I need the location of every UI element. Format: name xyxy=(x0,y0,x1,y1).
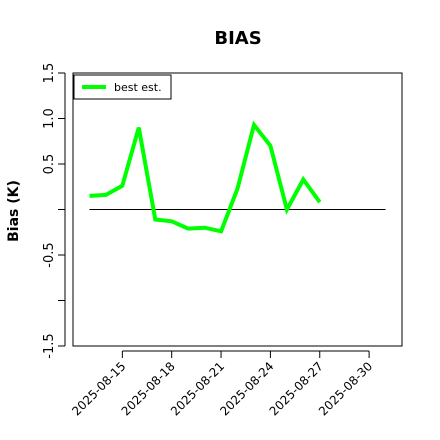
series-layer xyxy=(89,120,322,234)
plot-frame xyxy=(72,72,403,347)
y-tick-label: 1.0 xyxy=(42,108,57,129)
y-tick-label: 0.5 xyxy=(42,154,57,175)
chart-title: BIAS xyxy=(214,28,261,49)
x-axis: 2025-08-152025-08-182025-08-212025-08-24… xyxy=(69,350,375,418)
y-tick-label: -0.5 xyxy=(42,242,57,267)
y-tick-label: 1.5 xyxy=(42,63,57,84)
x-tick-label: 2025-08-30 xyxy=(316,359,375,418)
y-axis-label: Bias (K) xyxy=(6,180,22,242)
y-tick-label: -1.5 xyxy=(42,333,57,358)
series-line-best-est xyxy=(89,120,322,234)
legend-label: best est. xyxy=(114,81,162,94)
legend: best est. xyxy=(73,74,172,100)
y-axis: -1.5 -0.5 0.5 1.0 1.5 xyxy=(42,63,66,359)
